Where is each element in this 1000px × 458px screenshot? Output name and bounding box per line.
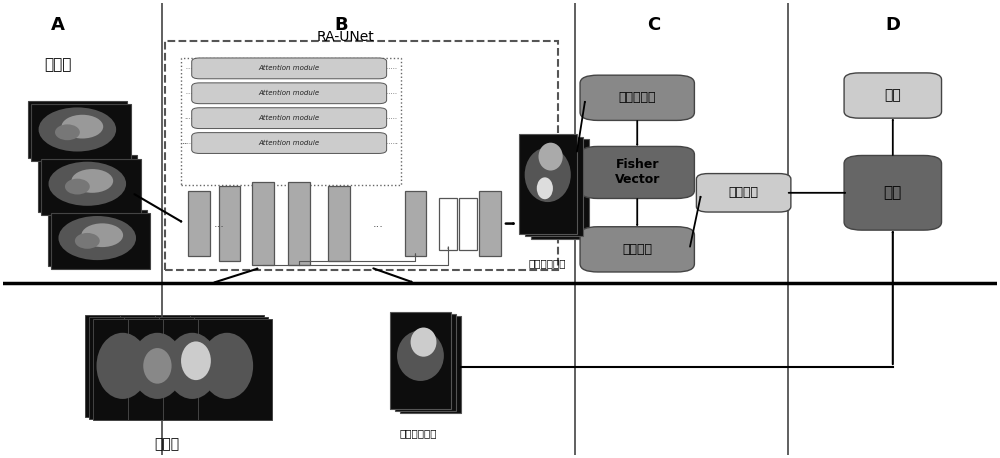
Text: 肿瘤分割结果: 肿瘤分割结果 (400, 428, 437, 438)
Text: Fisher
Vector: Fisher Vector (615, 158, 660, 186)
Ellipse shape (525, 147, 571, 202)
Bar (51, 213, 150, 269)
Text: B: B (334, 16, 348, 34)
FancyBboxPatch shape (580, 75, 694, 120)
Ellipse shape (131, 333, 184, 399)
FancyBboxPatch shape (192, 133, 387, 153)
Bar (405, 191, 426, 256)
Text: Attention module: Attention module (259, 115, 320, 121)
Bar (198, 319, 272, 420)
Bar (28, 101, 127, 158)
Bar (459, 197, 477, 250)
Ellipse shape (201, 333, 253, 399)
Bar (128, 319, 203, 420)
Bar (38, 155, 137, 212)
Bar (439, 197, 457, 250)
Text: Attention module: Attention module (259, 140, 320, 146)
Bar (124, 317, 199, 419)
Ellipse shape (166, 333, 218, 399)
Bar (390, 311, 451, 409)
Bar (531, 139, 589, 239)
Text: 分类: 分类 (884, 185, 902, 200)
Bar (120, 315, 195, 417)
Bar (400, 316, 461, 414)
Text: 最优子集: 最优子集 (729, 186, 759, 199)
Text: RA-UNet: RA-UNet (317, 30, 375, 44)
FancyBboxPatch shape (844, 155, 942, 230)
Ellipse shape (143, 348, 172, 384)
Ellipse shape (65, 179, 90, 195)
FancyBboxPatch shape (192, 58, 387, 79)
Ellipse shape (75, 233, 100, 249)
Text: 主成分分析: 主成分分析 (618, 91, 656, 104)
Bar (155, 315, 230, 417)
Ellipse shape (397, 330, 444, 381)
Bar (85, 315, 160, 417)
Ellipse shape (49, 162, 126, 206)
Bar (93, 319, 168, 420)
Text: A: A (51, 16, 64, 34)
Text: 肿瘤分割结果: 肿瘤分割结果 (529, 258, 566, 268)
Bar (252, 182, 274, 266)
FancyBboxPatch shape (192, 83, 387, 104)
Text: Attention module: Attention module (259, 65, 320, 71)
FancyBboxPatch shape (580, 227, 694, 272)
FancyBboxPatch shape (844, 73, 942, 118)
Ellipse shape (97, 333, 149, 399)
Ellipse shape (55, 125, 80, 140)
Ellipse shape (81, 224, 123, 247)
Bar (525, 136, 583, 236)
Ellipse shape (539, 143, 563, 170)
Bar (190, 315, 264, 417)
Bar (188, 191, 210, 256)
Bar (159, 317, 233, 419)
Text: 测试集: 测试集 (154, 437, 179, 451)
FancyBboxPatch shape (192, 108, 387, 129)
Bar (194, 317, 268, 419)
Ellipse shape (39, 108, 116, 152)
Text: 特征选择: 特征选择 (622, 243, 652, 256)
Ellipse shape (411, 327, 436, 357)
Bar (395, 314, 456, 411)
Text: ...: ... (373, 218, 384, 229)
Bar (163, 319, 237, 420)
Ellipse shape (537, 177, 553, 199)
Bar (31, 104, 131, 161)
Bar (288, 182, 310, 266)
Bar (519, 134, 577, 234)
Bar (328, 186, 350, 261)
Text: D: D (885, 16, 900, 34)
Text: 训练集: 训练集 (44, 57, 71, 72)
Text: Attention module: Attention module (259, 90, 320, 96)
Ellipse shape (71, 169, 113, 193)
Bar (219, 186, 240, 261)
Bar (479, 191, 501, 256)
Bar (89, 317, 164, 419)
Bar (48, 210, 147, 266)
Ellipse shape (61, 115, 103, 138)
FancyBboxPatch shape (580, 147, 694, 198)
Ellipse shape (181, 341, 211, 380)
Bar (41, 158, 141, 215)
Text: ...: ... (214, 218, 225, 229)
FancyBboxPatch shape (696, 174, 791, 212)
Ellipse shape (58, 216, 136, 260)
Text: 结果: 结果 (884, 88, 901, 103)
Text: C: C (648, 16, 661, 34)
